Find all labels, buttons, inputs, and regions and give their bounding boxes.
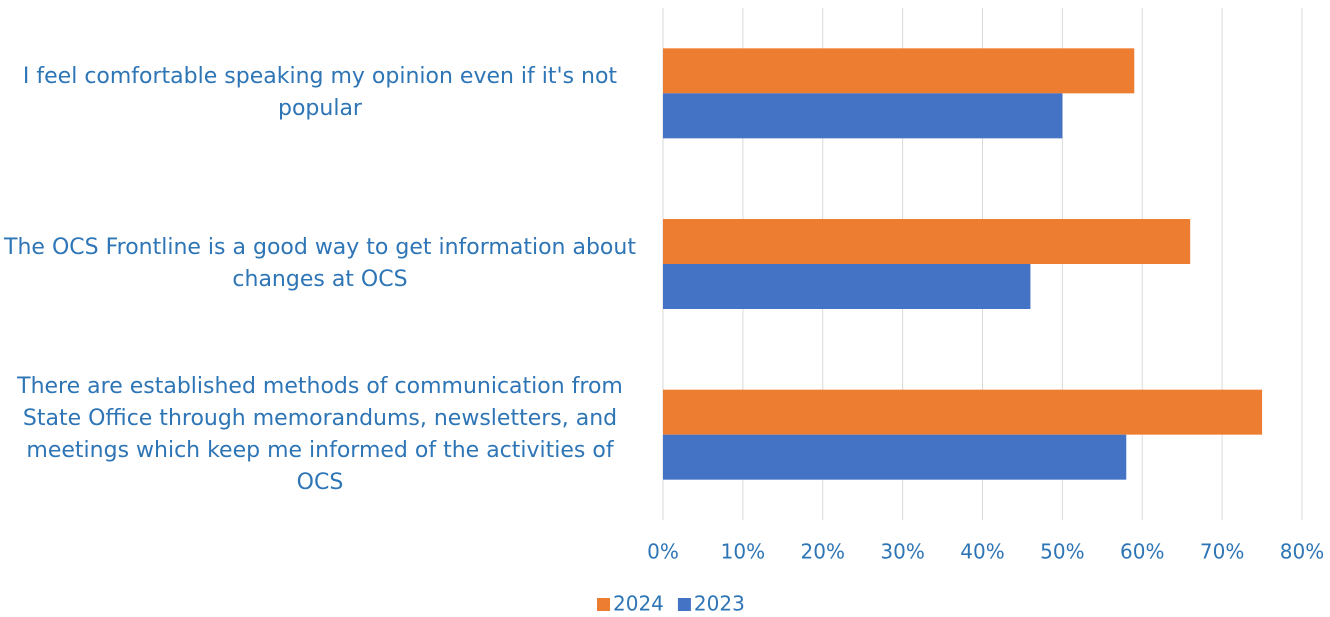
x-tick-label: 50%: [1040, 540, 1084, 564]
x-tick-label: 40%: [960, 540, 1004, 564]
bar: [663, 434, 1127, 480]
legend-swatch: [597, 598, 610, 611]
category-label: There are established methods of communi…: [17, 373, 623, 495]
legend-label: 2023: [694, 592, 745, 616]
x-tick-label: 60%: [1120, 540, 1164, 564]
legend-label: 2024: [613, 592, 664, 616]
bar: [663, 219, 1191, 264]
legend-swatch: [677, 598, 691, 611]
bar: [663, 389, 1263, 435]
x-tick-label: 10%: [721, 540, 765, 564]
x-tick-label: 30%: [880, 540, 924, 564]
category-label: I feel comfortable speaking my opinion e…: [22, 64, 618, 122]
x-tick-label: 80%: [1280, 540, 1324, 564]
bar: [663, 264, 1031, 309]
x-tick-label: 20%: [801, 540, 845, 564]
bar: [663, 48, 1135, 94]
x-tick-label: 70%: [1200, 540, 1244, 564]
x-tick-label: 0%: [647, 540, 679, 564]
category-label: The OCS Frontline is a good way to get i…: [4, 235, 636, 292]
bar: [663, 93, 1063, 139]
